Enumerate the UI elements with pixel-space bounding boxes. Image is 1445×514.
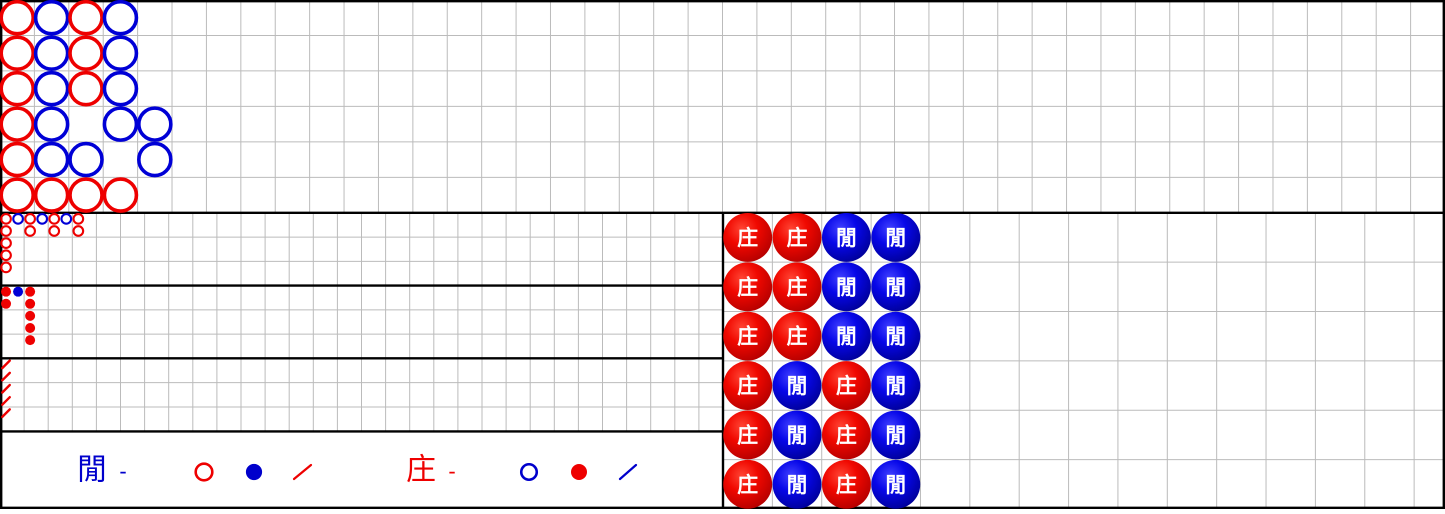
svg-text:庄: 庄 xyxy=(836,473,857,497)
svg-text:閒: 閒 xyxy=(885,227,906,250)
svg-text:-: - xyxy=(119,459,126,484)
svg-text:庄: 庄 xyxy=(406,454,436,487)
svg-text:庄: 庄 xyxy=(787,226,808,250)
svg-text:庄: 庄 xyxy=(787,325,808,349)
svg-text:閒: 閒 xyxy=(836,227,857,250)
svg-text:庄: 庄 xyxy=(787,275,808,299)
svg-text:閒: 閒 xyxy=(836,276,857,299)
svg-text:閒: 閒 xyxy=(787,424,808,447)
svg-text:-: - xyxy=(448,459,455,484)
svg-text:庄: 庄 xyxy=(737,275,758,299)
svg-text:閒: 閒 xyxy=(885,375,906,398)
svg-text:庄: 庄 xyxy=(737,325,758,349)
svg-text:閒: 閒 xyxy=(885,474,906,497)
svg-text:閒: 閒 xyxy=(885,276,906,299)
svg-text:閒: 閒 xyxy=(885,424,906,447)
svg-text:庄: 庄 xyxy=(737,473,758,497)
svg-text:閒: 閒 xyxy=(77,454,107,487)
svg-text:閒: 閒 xyxy=(885,326,906,349)
svg-text:庄: 庄 xyxy=(737,226,758,250)
svg-text:閒: 閒 xyxy=(787,375,808,398)
svg-text:閒: 閒 xyxy=(836,326,857,349)
svg-text:庄: 庄 xyxy=(836,423,857,447)
svg-text:閒: 閒 xyxy=(787,474,808,497)
svg-text:庄: 庄 xyxy=(737,374,758,398)
svg-text:庄: 庄 xyxy=(836,374,857,398)
svg-text:庄: 庄 xyxy=(737,423,758,447)
